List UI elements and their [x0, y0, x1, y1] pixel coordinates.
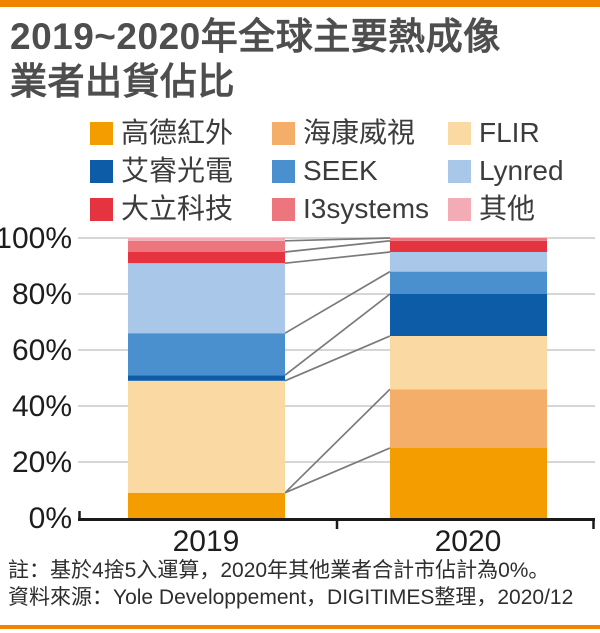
bar-2019-lynred	[128, 263, 285, 334]
stacked-bar-chart: 0% 20% 40% 60% 80% 100% 2019 2020	[0, 225, 595, 557]
legend-label-iray: 艾睿光電	[121, 155, 234, 186]
bar-2019-iray	[128, 375, 285, 381]
title-line-1: 2019~2020年全球主要熱成像	[10, 16, 501, 57]
legend-item-flir: FLIR	[448, 119, 596, 147]
legend-swatch-iray	[90, 159, 113, 183]
connector-line-hikvision-top	[284, 388, 391, 494]
bar-2019-dali	[128, 252, 285, 264]
legend-item-hikvision: 海康威視	[272, 119, 448, 147]
legend-label-others: 其他	[479, 193, 536, 224]
legend-item-guide: 高德紅外	[90, 119, 272, 147]
connector-line-i3systems-top	[284, 237, 391, 242]
legend-row: 艾睿光電 SEEK Lynred	[90, 152, 596, 190]
legend-label-i3systems: I3systems	[303, 193, 430, 224]
y-tick-label-60%: 60%	[12, 334, 72, 367]
bar-2019-i3systems	[128, 240, 285, 252]
connector-line-guide-top	[284, 447, 391, 494]
legend-label-dali: 大立科技	[121, 193, 234, 224]
legend-swatch-seek	[272, 159, 295, 183]
y-tick-label-0%: 0%	[29, 502, 72, 535]
x-tick-label-2020: 2020	[435, 525, 502, 557]
legend-swatch-hikvision	[272, 121, 295, 145]
bar-2020-i3systems	[390, 238, 547, 241]
legend-item-lynred: Lynred	[448, 157, 596, 185]
legend-swatch-dali	[90, 197, 113, 221]
page-title: 2019~2020年全球主要熱成像 業者出貨佔比	[10, 14, 501, 104]
y-tick-label-100%: 100%	[0, 225, 72, 255]
source-line: 資料來源：Yole Developpement，DIGITIMES整理，2020…	[8, 586, 574, 609]
bar-2020-hikvision	[390, 389, 547, 448]
x-tick-label-2019: 2019	[173, 525, 240, 557]
legend-row: 大立科技 I3systems 其他	[90, 190, 596, 228]
bar-2020-flir	[390, 336, 547, 390]
footnote: 註：基於4捨5入運算，2020年其他業者合計市佔計為0%。	[8, 559, 550, 582]
bar-2019-seek	[128, 333, 285, 376]
legend-item-others: 其他	[448, 195, 596, 223]
y-tick-label-20%: 20%	[12, 446, 72, 479]
legend-label-hikvision: 海康威視	[303, 117, 416, 148]
top-accent-bar	[0, 0, 600, 7]
legend-item-i3systems: I3systems	[272, 195, 448, 223]
bar-2020-guide	[390, 448, 547, 518]
connector-line-flir-top	[284, 335, 391, 382]
legend-swatch-lynred	[448, 159, 471, 183]
legend-swatch-others	[448, 197, 471, 221]
legend-label-guide: 高德紅外	[121, 117, 234, 148]
title-line-2: 業者出貨佔比	[10, 61, 235, 102]
bar-2019-flir	[128, 380, 285, 493]
connector-line-seek-top	[284, 270, 391, 334]
connector-line-iray-top	[284, 293, 391, 376]
legend-item-dali: 大立科技	[90, 195, 272, 223]
legend-swatch-i3systems	[272, 197, 295, 221]
legend-swatch-guide	[90, 121, 113, 145]
bar-2020-dali	[390, 240, 547, 252]
connector-line-dali-top	[284, 239, 391, 253]
legend-label-flir: FLIR	[479, 117, 540, 148]
legend-label-lynred: Lynred	[479, 155, 564, 186]
bar-2019-others	[128, 238, 285, 241]
bar-2020-seek	[390, 271, 547, 294]
chart-legend: 高德紅外 海康威視 FLIR 艾睿光電 SEEK Lynred 大立科技 I3systems 其…	[90, 114, 596, 228]
bar-2020-iray	[390, 294, 547, 336]
y-tick-label-80%: 80%	[12, 278, 72, 311]
legend-item-seek: SEEK	[272, 157, 448, 185]
bar-2020-lynred	[390, 252, 547, 272]
bottom-accent-bar	[0, 625, 600, 629]
bar-2019-guide	[128, 492, 285, 518]
connector-line-lynred-top	[284, 251, 391, 265]
legend-row: 高德紅外 海康威視 FLIR	[90, 114, 596, 152]
legend-label-seek: SEEK	[303, 155, 378, 186]
y-tick-label-40%: 40%	[12, 390, 72, 423]
legend-item-iray: 艾睿光電	[90, 157, 272, 185]
legend-swatch-flir	[448, 121, 471, 145]
